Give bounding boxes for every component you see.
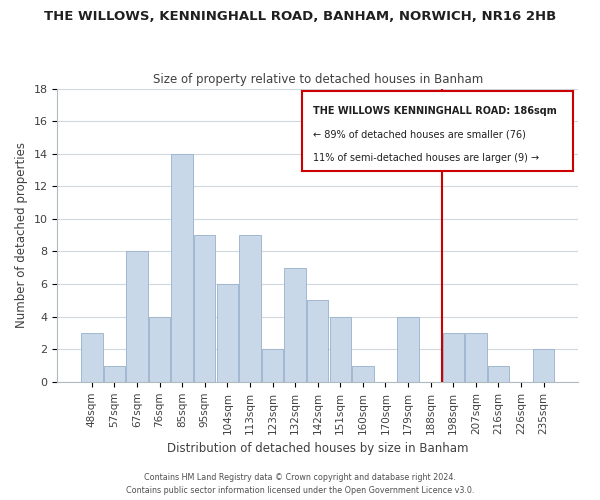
Bar [104,366,125,382]
Bar [217,284,238,382]
Bar [81,333,103,382]
Bar [262,349,283,382]
X-axis label: Distribution of detached houses by size in Banham: Distribution of detached houses by size … [167,442,469,455]
Bar [465,333,487,382]
Bar [443,333,464,382]
Bar [194,235,215,382]
Text: THE WILLOWS, KENNINGHALL ROAD, BANHAM, NORWICH, NR16 2HB: THE WILLOWS, KENNINGHALL ROAD, BANHAM, N… [44,10,556,23]
Bar [329,316,351,382]
Bar [307,300,328,382]
Bar [239,235,260,382]
Title: Size of property relative to detached houses in Banham: Size of property relative to detached ho… [152,73,483,86]
Bar [488,366,509,382]
Bar [397,316,419,382]
Bar [533,349,554,382]
Bar [352,366,374,382]
Bar [172,154,193,382]
Bar [149,316,170,382]
Y-axis label: Number of detached properties: Number of detached properties [15,142,28,328]
Text: Contains HM Land Registry data © Crown copyright and database right 2024.
Contai: Contains HM Land Registry data © Crown c… [126,474,474,495]
Bar [284,268,306,382]
Bar [126,252,148,382]
